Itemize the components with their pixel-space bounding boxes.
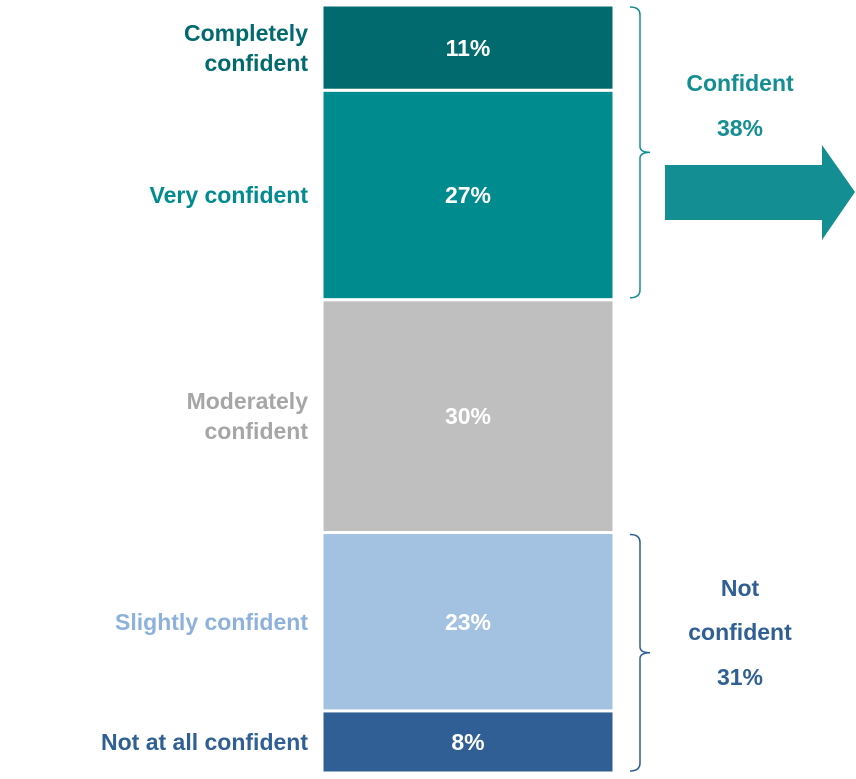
value-label: 11%	[445, 34, 491, 61]
group-value: 31%	[716, 664, 764, 690]
group-name: Confident	[686, 70, 794, 96]
value-label: 8%	[451, 728, 485, 755]
value-label: 30%	[444, 403, 492, 430]
category-label: Moderately confident	[186, 388, 308, 445]
category-label: Very confident	[149, 182, 308, 209]
value-label: 23%	[444, 608, 492, 635]
bar-segment	[320, 531, 616, 713]
group-value: 38%	[716, 115, 764, 141]
value-label: 27%	[444, 182, 492, 209]
group-name: Not confident	[688, 575, 792, 645]
category-label: Not at all confident	[101, 728, 308, 755]
bar-segment	[320, 298, 616, 535]
arrow	[665, 145, 855, 240]
bar-segment	[320, 3, 616, 92]
category-label: Slightly confident	[115, 608, 308, 635]
bar-segment	[320, 709, 616, 775]
bracket	[629, 6, 651, 299]
category-label: Completely confident	[184, 19, 308, 76]
bracket	[629, 533, 651, 772]
